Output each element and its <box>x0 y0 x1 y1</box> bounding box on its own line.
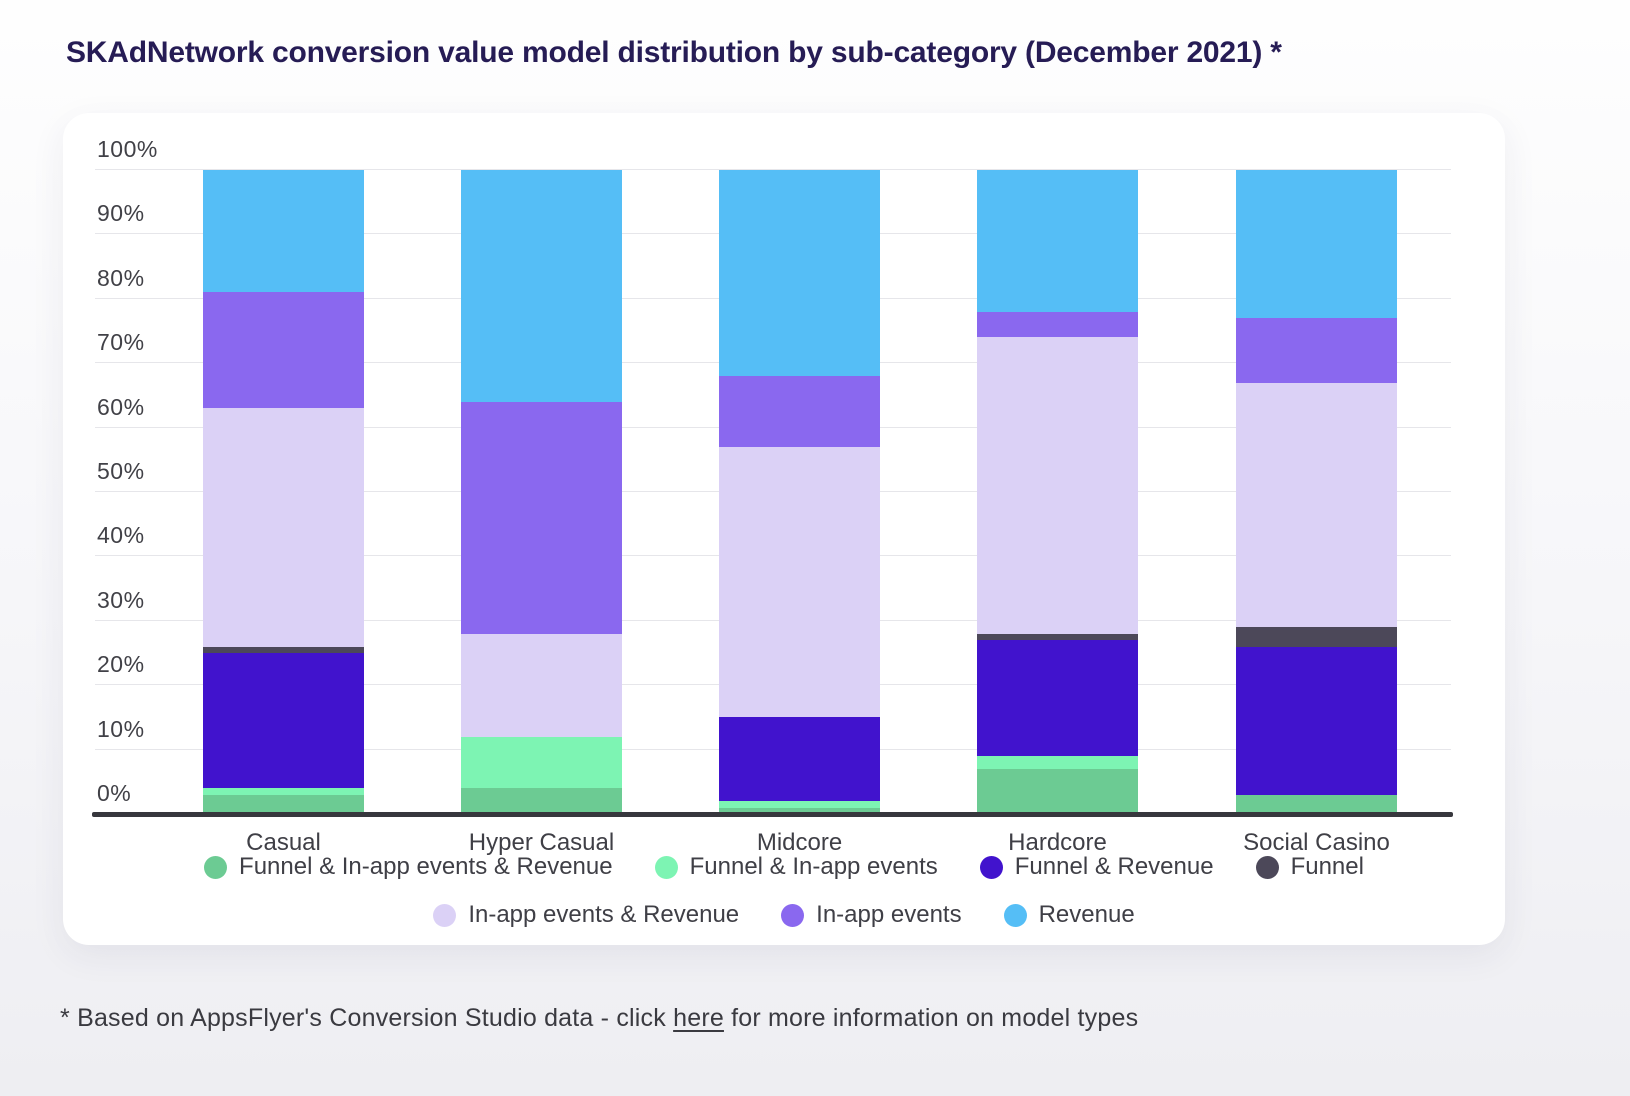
bar-segment <box>977 640 1138 757</box>
bar-segment <box>1236 382 1397 628</box>
bar-segment <box>461 401 622 634</box>
footnote: * Based on AppsFlyer's Conversion Studio… <box>60 1004 1138 1033</box>
x-tick-label: Hyper Casual <box>468 829 615 856</box>
bar-segment <box>977 633 1138 641</box>
bar-segment <box>203 292 364 409</box>
bar-segment <box>1236 318 1397 383</box>
footnote-suffix: for more information on model types <box>723 1004 1139 1032</box>
y-tick-label: 20% <box>97 651 145 678</box>
page-title: SKAdNetwork conversion value model distr… <box>66 36 1282 69</box>
x-axis-labels: Casual Hyper Casual Midcore Hardcore Social … <box>95 829 1451 859</box>
bar-segment <box>203 653 364 789</box>
bar-segment <box>977 337 1138 634</box>
bar-segment <box>719 170 880 377</box>
stacked-bar-casual <box>203 170 364 814</box>
legend-item: Funnel & In-app events & Revenue <box>204 853 613 881</box>
gridline <box>95 169 1451 170</box>
bar-segment <box>719 446 880 718</box>
legend-row: Funnel & In-app events & Revenue Funnel &… <box>204 851 1364 883</box>
legend-item: Revenue <box>1003 901 1135 929</box>
bar-segment <box>461 170 622 402</box>
bar-segment <box>977 768 1138 814</box>
legend-item: In-app events <box>781 901 962 929</box>
x-tick-label: Hardcore <box>1008 829 1107 856</box>
here-link[interactable]: here <box>673 1004 724 1032</box>
legend-label: Funnel & In-app events <box>689 853 938 880</box>
bar-segment <box>203 794 364 814</box>
legend-item: Funnel & Revenue <box>979 853 1214 881</box>
legend-label: Revenue <box>1038 901 1135 928</box>
bar-segment <box>977 756 1138 769</box>
bar-segment <box>461 736 622 789</box>
bar-segment <box>1236 170 1397 319</box>
y-tick-label: 50% <box>97 458 145 484</box>
legend-row: In-app events & Revenue In-app events Reve… <box>433 899 1135 931</box>
legend-dot-icon <box>654 855 678 879</box>
stacked-bar-hardcore <box>977 170 1138 814</box>
legend-item: Funnel & In-app events <box>654 853 938 881</box>
stacked-bar-hyper-casual <box>461 170 622 814</box>
legend-dot-icon <box>979 855 1003 879</box>
legend-label: In-app events <box>816 901 962 928</box>
y-tick-label: 40% <box>97 522 145 549</box>
y-tick-label: 60% <box>97 393 145 420</box>
bar-segment <box>203 408 364 647</box>
x-axis-line <box>92 812 1453 817</box>
y-tick-label: 10% <box>97 715 145 742</box>
bar-segment <box>719 376 880 447</box>
bar-segment <box>461 788 622 814</box>
bar-segment <box>719 807 880 814</box>
legend-dot-icon <box>204 855 228 879</box>
chart-card: 0% 10% 20% 30% 40% 50% 60% 70% 80% 90% 100% Casual… <box>63 113 1505 945</box>
legend-dot-icon <box>781 903 805 927</box>
y-tick-label: 70% <box>97 329 145 356</box>
bar-segment <box>1236 646 1397 795</box>
bar-segment <box>203 646 364 654</box>
bar-segment <box>203 788 364 795</box>
legend-label: Funnel & Revenue <box>1014 853 1214 880</box>
y-tick-label: 100% <box>97 136 158 162</box>
stacked-bar-social-casino <box>1236 170 1397 814</box>
bar-segment <box>719 717 880 802</box>
footnote-prefix: * Based on AppsFlyer's Conversion Studio… <box>60 1004 674 1032</box>
plot-area: 0% 10% 20% 30% 40% 50% 60% 70% 80% 90% 100% <box>95 136 1451 814</box>
bar-segment <box>1236 627 1397 647</box>
bar-segment <box>203 170 364 293</box>
legend-item: Funnel <box>1255 853 1364 881</box>
x-tick-label: Casual <box>246 829 321 856</box>
legend-dot-icon <box>1003 903 1027 927</box>
legend-dot-icon <box>433 903 457 927</box>
legend-label: In-app events & Revenue <box>468 901 740 928</box>
legend-dot-icon <box>1255 855 1279 879</box>
y-tick-label: 90% <box>97 200 145 227</box>
x-tick-label: Social Casino <box>1243 829 1390 856</box>
y-tick-label: 30% <box>97 586 145 613</box>
bar-segment <box>719 801 880 808</box>
x-tick-label: Midcore <box>756 829 843 856</box>
bar-segment <box>977 311 1138 338</box>
legend-label: Funnel <box>1290 853 1364 880</box>
bar-segment <box>461 633 622 737</box>
y-tick-label: 0% <box>97 780 132 806</box>
chart-legend: Funnel & In-app events & Revenue Funnel &… <box>63 851 1505 931</box>
bar-segment <box>1236 794 1397 814</box>
legend-label: Funnel & In-app events & Revenue <box>239 853 613 880</box>
legend-item: In-app events & Revenue <box>433 901 739 929</box>
stacked-bar-midcore <box>719 170 880 814</box>
bar-segment <box>977 170 1138 312</box>
y-tick-label: 80% <box>97 264 145 291</box>
